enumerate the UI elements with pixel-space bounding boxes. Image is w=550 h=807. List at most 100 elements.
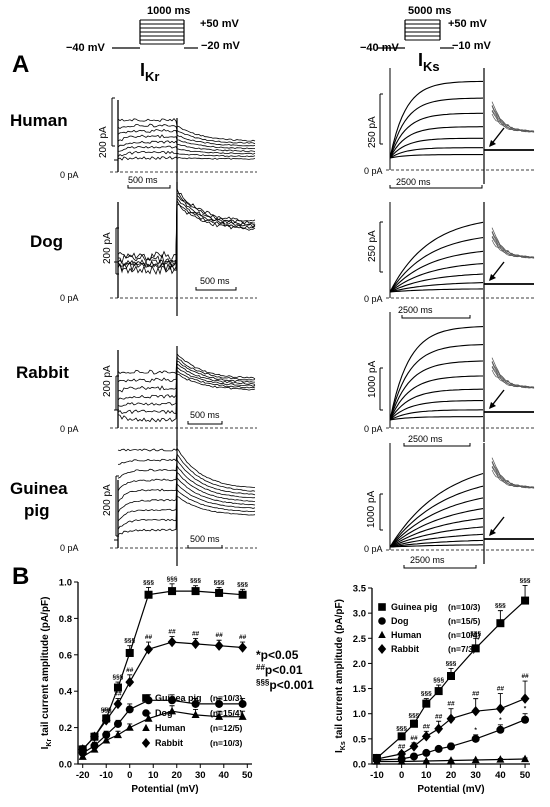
legend-entry: Guinea pig — [155, 693, 202, 703]
data-point-square — [125, 648, 134, 657]
ikr-protocol: 1000 ms −40 mV +50 mV −20 mV IKr — [66, 5, 240, 84]
data-point-square — [168, 587, 177, 596]
significance-mark: * — [474, 727, 477, 734]
data-point-diamond — [409, 741, 419, 752]
current-trace — [389, 154, 483, 159]
current-trace — [389, 273, 484, 293]
legend-entry: Guinea pig — [391, 602, 438, 612]
current-trace — [389, 282, 484, 293]
y-tick-label: 2.5 — [353, 634, 367, 645]
ikr-traces-guinea-pig: 200 pA 0 pA 500 ms — [60, 440, 257, 566]
current-trace — [389, 526, 484, 548]
data-point-square — [422, 699, 431, 708]
series-square: §§§§§§§§§§§§§§§§§§§§§§§§ — [372, 577, 531, 762]
iks-time-label: 2500 ms — [408, 434, 443, 444]
zero-current-label: 0 pA — [364, 166, 383, 176]
data-point-triangle — [168, 706, 177, 715]
x-tick-label: 40 — [495, 770, 506, 781]
species-label-rabbit: Rabbit — [16, 363, 69, 382]
ikr-scale-label: 200 pA — [102, 365, 113, 397]
data-point-square — [113, 683, 122, 692]
current-trace — [389, 112, 483, 159]
data-point-diamond — [238, 642, 247, 653]
current-trace — [117, 117, 256, 142]
y-tick-label: 0.2 — [59, 723, 72, 734]
data-point-square — [238, 590, 247, 599]
current-trace — [117, 355, 256, 383]
legend-count: (n=10/3) — [448, 602, 481, 612]
significance-mark: §§§ — [237, 581, 248, 588]
significance-mark: ## — [472, 691, 480, 698]
iks-traces-dog: 250 pA 0 pA 2500 ms — [364, 202, 536, 319]
time-scale-bar — [187, 545, 223, 549]
zero-current-label: 0 pA — [364, 294, 383, 304]
significance-legend: *p<0.05 ##p<0.01 §§§p<0.001 — [256, 648, 314, 692]
data-point-triangle — [144, 714, 153, 722]
arrow-icon — [489, 140, 496, 147]
current-trace — [389, 221, 484, 293]
significance-mark: ## — [423, 723, 431, 730]
x-axis-label: Potential (mV) — [131, 784, 198, 795]
iks-protocol: 5000 ms −40 mV +50 mV −10 mV IKs — [360, 5, 491, 74]
significance-mark: ## — [114, 690, 122, 697]
legend: Guinea pig (n=10/3) Dog (n=15/5) Human (n=10/… — [377, 602, 481, 654]
x-tick-label: 40 — [218, 770, 229, 781]
iks-bottom-voltage: −10 mV — [452, 40, 491, 52]
y-axis-label-rest: tail current amplitude (pA/pF) — [334, 599, 345, 741]
x-tick-label: 50 — [520, 770, 531, 781]
data-point-circle — [422, 748, 431, 757]
trace-group — [379, 312, 536, 447]
significance-mark: §§§ — [446, 660, 457, 667]
species-label-dog: Dog — [30, 232, 63, 251]
significance-mark: §§§ — [396, 725, 407, 732]
current-trace — [389, 517, 484, 548]
current-trace — [117, 134, 255, 150]
current-trace — [117, 200, 256, 273]
ikr-scale-label: 200 pA — [98, 126, 109, 158]
data-point-triangle — [422, 756, 431, 765]
significance-mark: §§§ — [113, 674, 124, 681]
data-point-square — [144, 590, 153, 599]
current-trace — [117, 128, 256, 147]
legend-count: (n=10/3) — [210, 693, 243, 703]
y-tick-label: 0.4 — [59, 687, 73, 698]
inset-trace — [491, 227, 535, 259]
data-point-square — [378, 603, 386, 611]
iks-duration: 5000 ms — [408, 5, 451, 17]
current-trace — [389, 539, 484, 548]
significance-mark: ## — [497, 686, 505, 693]
current-trace — [117, 140, 256, 152]
significance-mark: * — [499, 717, 502, 724]
trace-group — [379, 68, 536, 189]
data-point-triangle — [215, 712, 224, 720]
significance-mark: ## — [145, 634, 153, 641]
ikr-traces-rabbit: 200 pA 0 pA 500 ms — [60, 346, 257, 446]
series-line — [82, 710, 243, 758]
data-point-diamond — [471, 706, 481, 717]
data-point-circle — [471, 734, 480, 743]
current-trace — [117, 363, 256, 401]
panel-label-b: B — [12, 563, 29, 590]
iks-scale-label: 1000 pA — [366, 490, 377, 528]
significance-mark: §§§ — [520, 577, 531, 584]
y-tick-label: 0.0 — [353, 760, 366, 771]
current-trace — [117, 156, 256, 161]
iks-traces-human: 250 pA 0 pA 2500 ms — [364, 68, 536, 189]
data-point-circle — [409, 752, 418, 761]
current-trace — [389, 126, 483, 159]
legend-count: (n=7/3) — [448, 644, 476, 654]
current-trace — [389, 263, 484, 293]
significance-mark: §§§ — [143, 579, 154, 586]
current-trace — [389, 400, 483, 421]
current-trace — [117, 197, 256, 268]
current-trace — [389, 375, 483, 421]
arrow-icon — [489, 402, 496, 409]
data-point-square — [409, 719, 418, 728]
current-trace — [389, 237, 484, 293]
zero-current-label: 0 pA — [60, 543, 79, 553]
significance-mark: ## — [239, 634, 247, 641]
significance-mark: ## — [192, 630, 200, 637]
ikr-time-label: 500 ms — [190, 534, 220, 544]
iks-current-label: IKs — [418, 50, 440, 74]
